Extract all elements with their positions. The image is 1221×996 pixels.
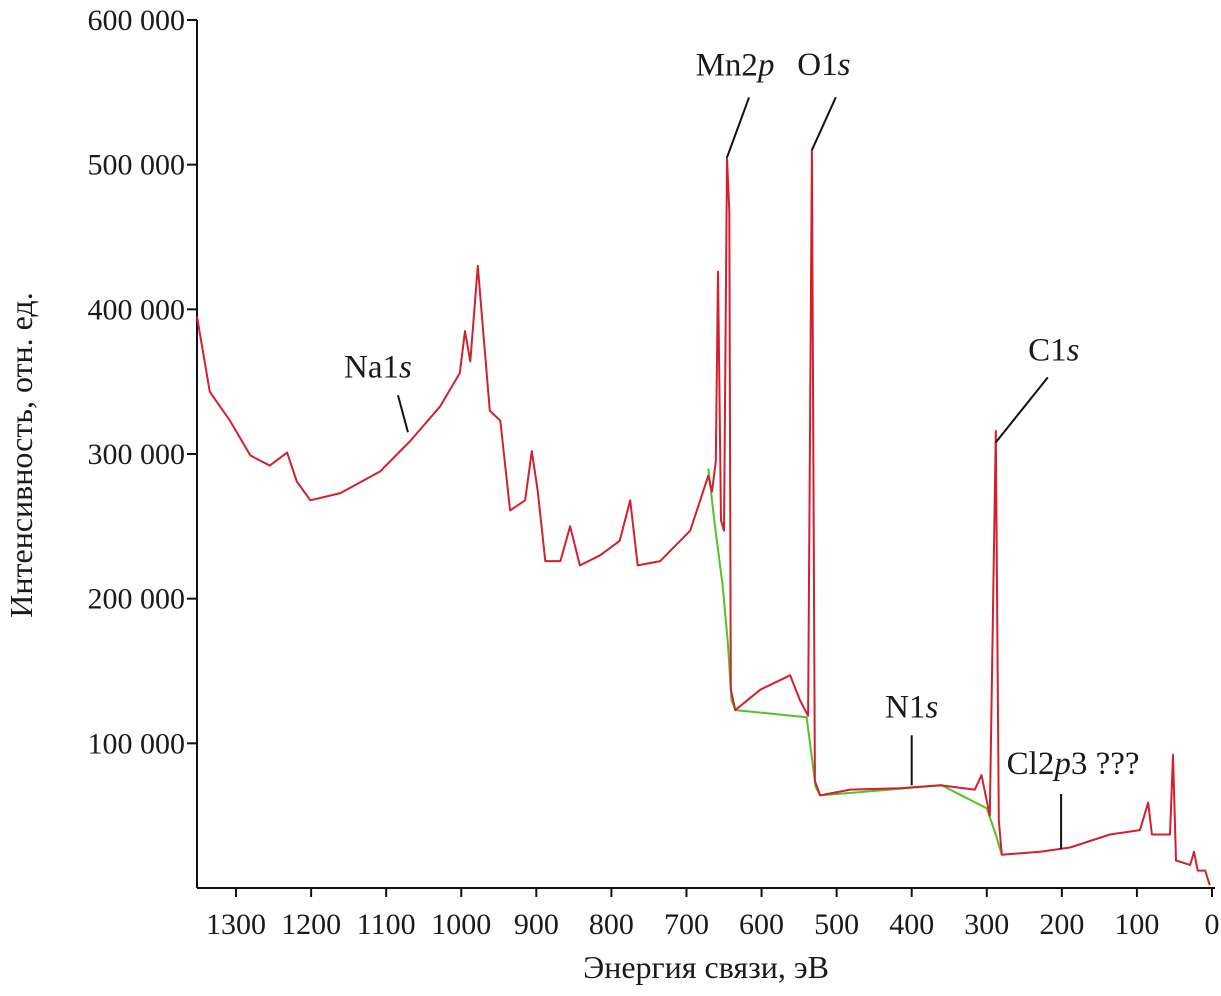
y-axis-title: Интенсивность, отн. ед.: [3, 292, 39, 617]
x-tick-label: 100: [1114, 908, 1159, 941]
annotation-part: Mn2: [696, 47, 758, 83]
annotation-part: 3 ???: [1071, 746, 1140, 782]
x-tick-label: 500: [814, 908, 859, 941]
annotation: C1s: [1028, 332, 1079, 368]
annotation: O1s: [797, 47, 850, 83]
x-tick-label: 1000: [431, 908, 491, 941]
annotation-pointer: [396, 395, 409, 433]
x-tick-label: 0: [1204, 908, 1219, 941]
annotation-pointer: [995, 376, 1049, 444]
spectrum-line: [707, 468, 1003, 855]
x-tick-label: 400: [889, 908, 934, 941]
x-tick-label: 1100: [357, 908, 416, 941]
x-tick-label: 300: [964, 908, 1009, 941]
x-axis-title: Энергия связи, эВ: [583, 949, 829, 985]
annotation: N1s: [885, 689, 938, 725]
annotation-part: s: [838, 47, 851, 83]
x-tick-label: 600: [739, 908, 784, 941]
annotation-part: s: [399, 349, 412, 385]
annotation-part: s: [925, 689, 938, 725]
annotation-part: s: [1067, 332, 1080, 368]
annotation: Mn2p: [696, 47, 775, 83]
annotation-pointer: [726, 97, 750, 158]
annotation-part: p: [756, 47, 775, 83]
annotation: Na1s: [344, 349, 412, 385]
annotation-part: Na1: [344, 349, 399, 385]
y-tick-label: 200 000: [88, 583, 186, 616]
annotation-part: O1: [797, 47, 837, 83]
x-tick-label: 700: [664, 908, 709, 941]
x-tick-label: 900: [514, 908, 559, 941]
x-tick-label: 1200: [281, 908, 341, 941]
y-tick-label: 600 000: [88, 4, 186, 37]
annotation: Cl2p3 ???: [1007, 746, 1140, 782]
y-tick-label: 400 000: [88, 293, 186, 326]
annotation-part: N1: [885, 689, 925, 725]
annotation-part: p: [1052, 746, 1071, 782]
x-tick-label: 800: [589, 908, 634, 941]
x-tick-label: 1300: [206, 908, 266, 941]
y-tick-label: 500 000: [88, 149, 186, 182]
annotation-part: C1: [1028, 332, 1067, 368]
spectrum-line: [196, 149, 1211, 886]
annotation-part: Cl2: [1007, 746, 1055, 782]
y-tick-label: 300 000: [88, 438, 186, 471]
annotation-pointer: [810, 96, 837, 151]
y-tick-label: 100 000: [88, 727, 186, 760]
x-tick-label: 200: [1039, 908, 1084, 941]
